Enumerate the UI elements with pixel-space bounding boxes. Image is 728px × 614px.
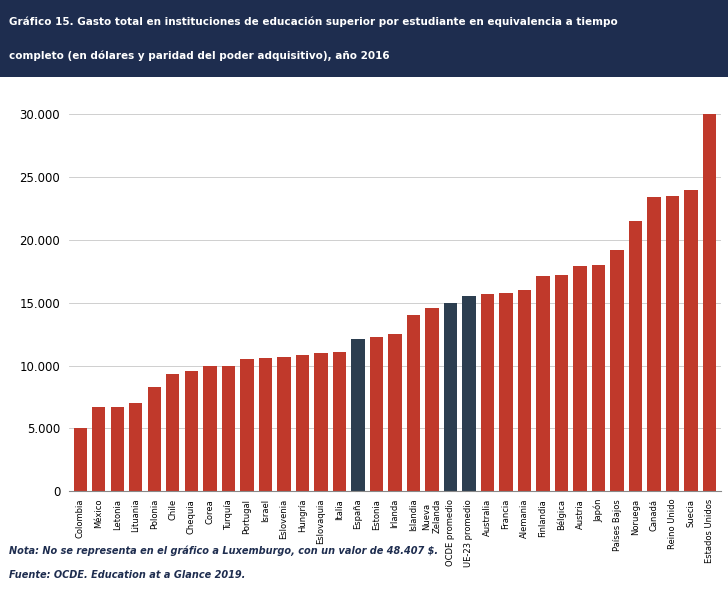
Bar xyxy=(555,275,568,491)
Bar xyxy=(203,365,216,491)
Bar xyxy=(240,359,253,491)
Bar xyxy=(518,290,531,491)
Text: completo (en dólares y paridad del poder adquisitivo), año 2016: completo (en dólares y paridad del poder… xyxy=(9,50,389,61)
Bar xyxy=(407,315,420,491)
Text: Nota: No se representa en el gráfico a Luxemburgo, con un valor de 48.407 $.: Nota: No se representa en el gráfico a L… xyxy=(9,545,438,556)
Bar xyxy=(462,297,475,491)
Bar xyxy=(647,197,661,491)
Bar xyxy=(629,221,642,491)
Bar xyxy=(610,250,624,491)
Bar xyxy=(351,339,365,491)
Bar xyxy=(480,294,494,491)
Text: Gráfico 15. Gasto total en instituciones de educación superior por estudiante en: Gráfico 15. Gasto total en instituciones… xyxy=(9,16,617,27)
Bar xyxy=(333,352,346,491)
Bar xyxy=(111,407,124,491)
Bar xyxy=(166,375,180,491)
Bar xyxy=(388,334,402,491)
Bar xyxy=(314,353,328,491)
Bar xyxy=(537,276,550,491)
Bar xyxy=(499,293,513,491)
Bar xyxy=(296,356,309,491)
Bar xyxy=(222,365,235,491)
Text: Fuente: OCDE. Education at a Glance 2019.: Fuente: OCDE. Education at a Glance 2019… xyxy=(9,570,245,580)
Bar xyxy=(370,336,383,491)
Bar xyxy=(592,265,605,491)
Bar xyxy=(185,370,198,491)
Bar xyxy=(574,266,587,491)
Bar xyxy=(74,429,87,491)
Bar xyxy=(444,303,457,491)
Bar xyxy=(258,358,272,491)
Bar xyxy=(277,357,290,491)
Bar xyxy=(666,196,679,491)
Bar xyxy=(148,387,161,491)
Bar xyxy=(684,190,697,491)
Bar xyxy=(425,308,439,491)
Bar xyxy=(703,114,716,491)
Bar xyxy=(129,403,143,491)
Bar xyxy=(92,407,106,491)
